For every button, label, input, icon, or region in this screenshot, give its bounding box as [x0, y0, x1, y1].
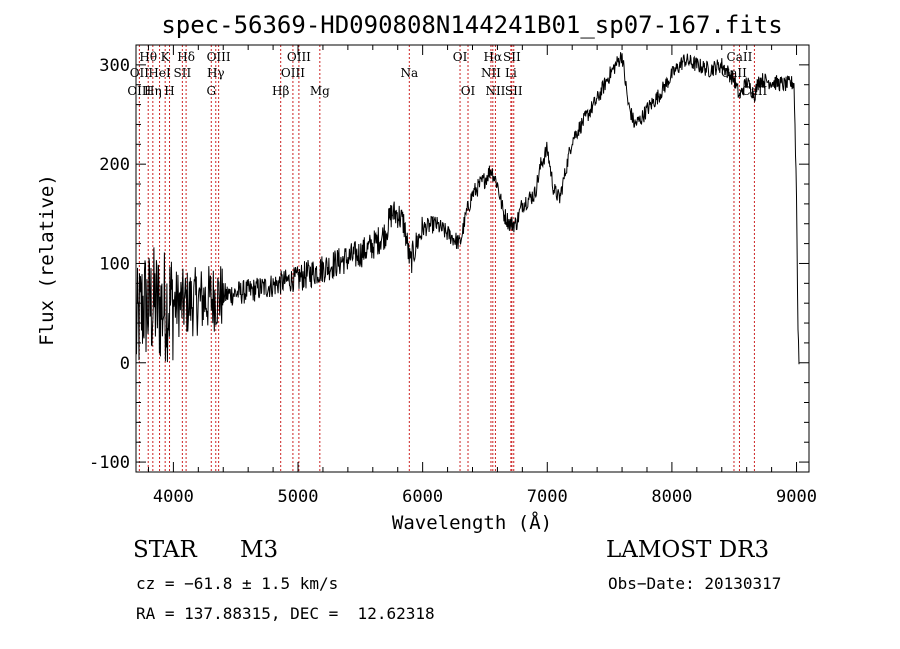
spectral-line-label: OIII	[207, 50, 231, 64]
plot-frame	[135, 44, 810, 473]
spectral-line-markers	[138, 45, 755, 472]
survey-name: LAMOST DR3	[606, 537, 770, 563]
spectral-line-label: Hη	[144, 84, 162, 98]
y-tick-label: 0	[120, 354, 130, 374]
spectral-line-label: SII	[503, 50, 521, 64]
spectral-line-label: OI	[453, 50, 468, 64]
spectral-line-label: NII	[481, 66, 501, 80]
x-tick-label: 8000	[651, 487, 692, 507]
spectral-line-label: CaII	[727, 50, 753, 64]
spectral-line-label: SII	[174, 66, 192, 80]
y-axis-label: Flux (relative)	[36, 174, 58, 346]
x-tick-label: 5000	[278, 487, 319, 507]
spectral-line-label: Hβ	[272, 84, 289, 98]
spectral-line-label: Hθ	[139, 50, 157, 64]
obs-date: Obs−Date: 20130317	[608, 574, 782, 593]
object-class: STAR	[133, 537, 197, 563]
y-tick-label: 200	[99, 155, 130, 175]
spectral-line-label: SII	[505, 84, 523, 98]
spectral-line-label: Hγ	[207, 66, 225, 80]
x-tick-label: 9000	[776, 487, 817, 507]
object-subclass: M3	[240, 537, 279, 563]
y-tick-label: -100	[89, 453, 130, 473]
spectral-line-label: OIII	[281, 66, 305, 80]
spectral-line-label: G	[206, 84, 216, 98]
spectral-line-label: Li	[505, 66, 517, 80]
y-tick-label: 300	[99, 56, 130, 76]
spectral-line-label: OIII	[287, 50, 311, 64]
spectral-line-label: Hδ	[177, 50, 195, 64]
redshift-value: cz = −61.8 ± 1.5 km/s	[136, 574, 339, 593]
y-tick-label: 100	[99, 254, 130, 274]
x-axis-label: Wavelength (Å)	[392, 511, 552, 534]
spectral-line-label: HeI	[148, 66, 171, 80]
coordinates: RA = 137.88315, DEC = 12.62318	[136, 604, 435, 623]
x-tick-label: 6000	[402, 487, 443, 507]
spectral-line-label: Na	[400, 66, 418, 80]
spectral-line-label: OI	[461, 84, 476, 98]
x-tick-label: 4000	[153, 487, 194, 507]
spectral-line-label: CaII	[741, 84, 767, 98]
spectral-line-label: NII	[485, 84, 505, 98]
spectral-line-label: K	[161, 50, 171, 64]
spectral-line-label: CaII	[721, 66, 747, 80]
spectral-line-label: H	[164, 84, 174, 98]
spectral-line-label: OII	[130, 66, 150, 80]
x-tick-label: 7000	[527, 487, 568, 507]
spectral-line-label: Hα	[484, 50, 503, 64]
axis-ticks: 4000 5000 6000 7000 8000 9000 -100 0 100 200 300	[89, 44, 817, 507]
spectral-line-label: Mg	[310, 84, 330, 98]
spectral-line-label: OIII	[127, 84, 151, 98]
chart-title: spec-56369-HD090808N144241B01_sp07-167.f…	[161, 11, 782, 39]
spectrum-line	[135, 52, 800, 365]
